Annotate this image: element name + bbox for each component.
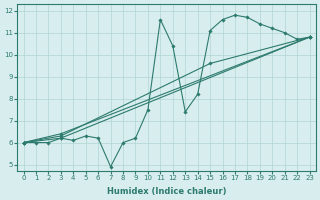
X-axis label: Humidex (Indice chaleur): Humidex (Indice chaleur) — [107, 187, 226, 196]
